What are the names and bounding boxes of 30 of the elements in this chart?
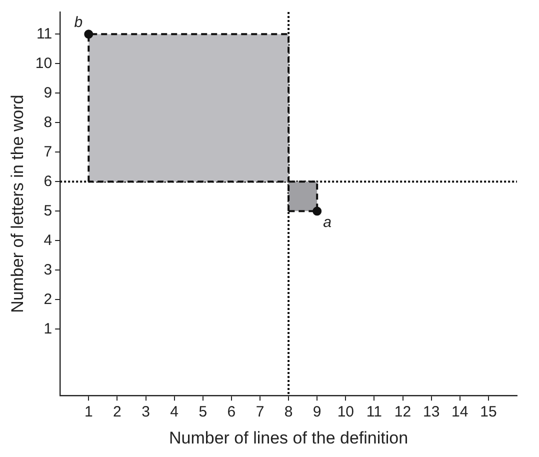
x-tick-label: 9	[312, 404, 322, 421]
x-tick-label: 7	[256, 404, 264, 421]
x-tick-label: 4	[170, 404, 178, 421]
x-axis-title: Number of lines of the definition	[168, 428, 408, 448]
x-tick-label: 14	[452, 404, 468, 421]
y-tick-label: 10	[35, 54, 52, 72]
y-tick-label: 9	[44, 84, 52, 102]
x-tick-label: 5	[198, 404, 208, 421]
y-tick-label: 11	[36, 25, 52, 42]
y-tick-label: 7	[44, 143, 52, 160]
y-tick-label: 2	[44, 290, 52, 308]
y-tick-label: 4	[44, 232, 52, 249]
x-tick-label: 11	[366, 404, 382, 421]
y-tick-label: 6	[44, 172, 52, 190]
x-tick-label: 6	[227, 404, 236, 421]
y-tick-label: 3	[44, 261, 52, 278]
y-tick-label: 5	[44, 202, 52, 220]
x-tick-label: 1	[84, 404, 93, 421]
x-tick-label: 15	[480, 404, 497, 421]
x-tick-label: 10	[337, 404, 354, 421]
y-tick-label: 1	[44, 320, 52, 338]
annotation: b	[74, 14, 83, 31]
x-tick-label: 13	[422, 404, 440, 421]
x-tick-label: 12	[394, 404, 412, 421]
annotation: a	[323, 214, 332, 231]
x-tick-label: 2	[113, 404, 122, 421]
y-axis-title: Number of letters in the word	[8, 94, 27, 313]
x-tick-label: 8	[284, 404, 293, 421]
y-tick-label: 8	[44, 114, 52, 131]
x-tick-label: 3	[142, 404, 150, 421]
